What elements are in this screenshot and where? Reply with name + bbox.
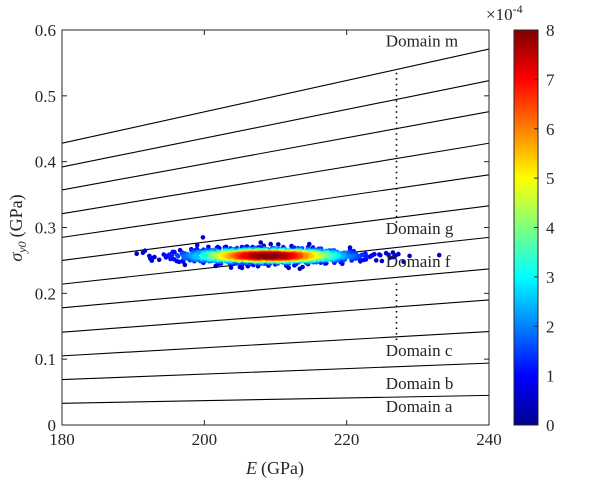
domain-line: [62, 205, 489, 261]
density-point: [147, 253, 152, 259]
domain-label: Domain m: [386, 31, 458, 50]
domain-label: Domain f: [386, 252, 451, 271]
y-axis-var: σ: [6, 252, 26, 262]
y-tick-label: 0.4: [35, 153, 57, 172]
domain-label: Domain g: [386, 219, 454, 238]
domain-line: [62, 394, 489, 404]
density-point: [228, 265, 234, 270]
y-tick-label: 0: [48, 416, 57, 435]
domain-line: [62, 299, 489, 333]
density-point: [134, 251, 139, 257]
density-point: [268, 241, 274, 247]
domain-label: Domain a: [386, 397, 453, 416]
x-axis-unit: (GPa): [261, 458, 304, 479]
density-point: [200, 235, 206, 240]
colorbar-tick-label: 8: [546, 21, 555, 40]
domain-line: [62, 268, 489, 309]
density-point: [367, 254, 373, 260]
colorbar-tick-label: 7: [546, 70, 555, 89]
domain-label: Domain b: [386, 374, 454, 393]
x-tick-label: 220: [334, 430, 360, 449]
density-point: [379, 258, 385, 264]
domain-line: [62, 80, 489, 168]
density-point: [276, 242, 281, 247]
density-point: [192, 253, 198, 258]
density-point: [401, 259, 406, 265]
colorbar-tick-label: 1: [546, 367, 555, 386]
y-axis-sub: y0: [15, 241, 29, 253]
density-point: [407, 253, 412, 259]
domain-line: [62, 111, 489, 191]
domain-line: [62, 362, 489, 381]
y-tick-label: 0.2: [35, 284, 56, 303]
colorbar-tick-label: 4: [546, 219, 555, 238]
colorbar-tick-label: 6: [546, 120, 555, 139]
colorbar-tick-label: 3: [546, 268, 555, 287]
x-tick-label: 240: [476, 430, 502, 449]
y-axis-unit: (GPa): [6, 194, 27, 237]
density-point: [346, 253, 352, 259]
density-point: [436, 252, 442, 258]
x-tick-label: 200: [192, 430, 218, 449]
density-point: [390, 250, 396, 255]
y-tick-label: 0.3: [35, 219, 56, 238]
y-tick-label: 0.1: [35, 350, 56, 369]
y-axis-label: σy0 (GPa): [6, 194, 29, 261]
density-point: [140, 250, 146, 255]
y-tick-label: 0.6: [35, 21, 56, 40]
colorbar-multiplier: ×10-4: [486, 2, 523, 24]
x-axis-var: E: [245, 458, 257, 478]
density-point: [300, 264, 305, 270]
x-axis-label: E (GPa): [245, 458, 304, 479]
density-point: [377, 252, 382, 257]
y-tick-label: 0.5: [35, 87, 56, 106]
colorbar-tick-label: 0: [546, 416, 555, 435]
density-point: [263, 253, 268, 259]
density-point: [258, 240, 264, 245]
density-point: [169, 252, 175, 258]
domain-line: [62, 142, 489, 215]
domain-line: [62, 174, 489, 238]
colorbar-tick-label: 2: [546, 317, 555, 336]
domain-line: [62, 48, 489, 144]
density-point: [269, 253, 274, 259]
colorbar-multiplier-base: ×10: [486, 5, 513, 24]
density-point: [391, 254, 396, 260]
density-point: [194, 243, 200, 248]
domain-label: Domain c: [386, 341, 453, 360]
x-tick-label: 180: [49, 430, 75, 449]
density-point: [386, 252, 391, 258]
density-point: [373, 258, 379, 263]
density-point: [175, 253, 181, 259]
colorbar-multiplier-exp: -4: [513, 2, 523, 16]
domain-line: [62, 330, 489, 357]
density-point: [156, 257, 162, 263]
colorbar-tick-label: 5: [546, 169, 555, 188]
